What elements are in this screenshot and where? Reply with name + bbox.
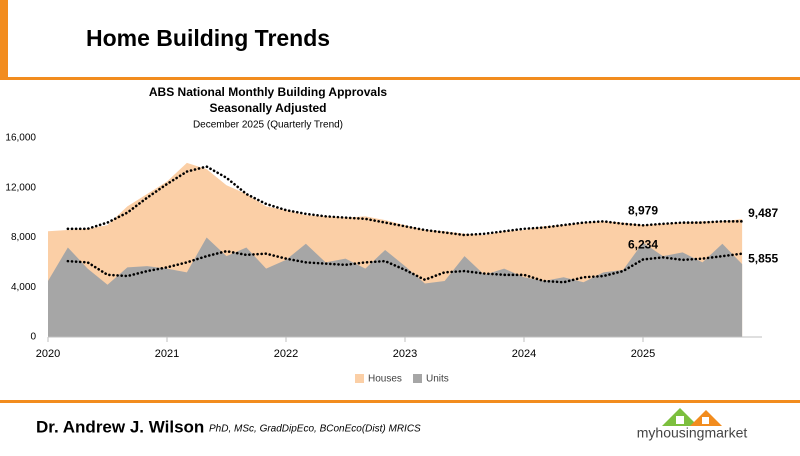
value-label: 8,979	[628, 203, 658, 217]
area	[48, 237, 743, 337]
x-tick-label: 2023	[393, 348, 417, 360]
chart-subtitle: Seasonally Adjusted	[210, 101, 327, 115]
header-rule	[0, 77, 800, 80]
legend-label: Houses	[368, 374, 402, 385]
legend-swatch	[355, 374, 364, 383]
y-tick-label: 16,000	[5, 133, 36, 144]
accent-bar	[0, 0, 8, 80]
y-tick-label: 8,000	[11, 232, 36, 243]
value-label: 9,487	[748, 206, 778, 220]
logo-text: myhousingmarket	[637, 425, 748, 441]
x-tick-label: 2022	[274, 348, 298, 360]
x-tick-label: 2025	[631, 348, 655, 360]
logo-icon	[662, 408, 722, 426]
chart-title: ABS National Monthly Building Approvals	[149, 85, 388, 99]
trend-line	[66, 249, 744, 284]
author: Dr. Andrew J. Wilson	[36, 417, 204, 436]
chart-note: December 2025 (Quarterly Trend)	[193, 120, 343, 131]
x-tick-label: 2024	[512, 348, 536, 360]
footer-rule	[0, 400, 800, 403]
value-label: 6,234	[628, 238, 658, 252]
trend-line	[66, 165, 744, 237]
x-tick-label: 2021	[155, 348, 179, 360]
value-label: 5,855	[748, 251, 778, 265]
legend-label: Units	[426, 374, 449, 385]
x-tick-label: 2020	[36, 348, 60, 360]
legend-swatch	[413, 374, 422, 383]
y-tick-label: 12,000	[5, 182, 36, 193]
slide-title: Home Building Trends	[86, 25, 330, 51]
y-tick-label: 4,000	[11, 282, 36, 293]
y-tick-label: 0	[30, 332, 36, 343]
credentials: PhD, MSc, GradDipEco, BConEco(Dist) MRIC…	[209, 424, 421, 435]
